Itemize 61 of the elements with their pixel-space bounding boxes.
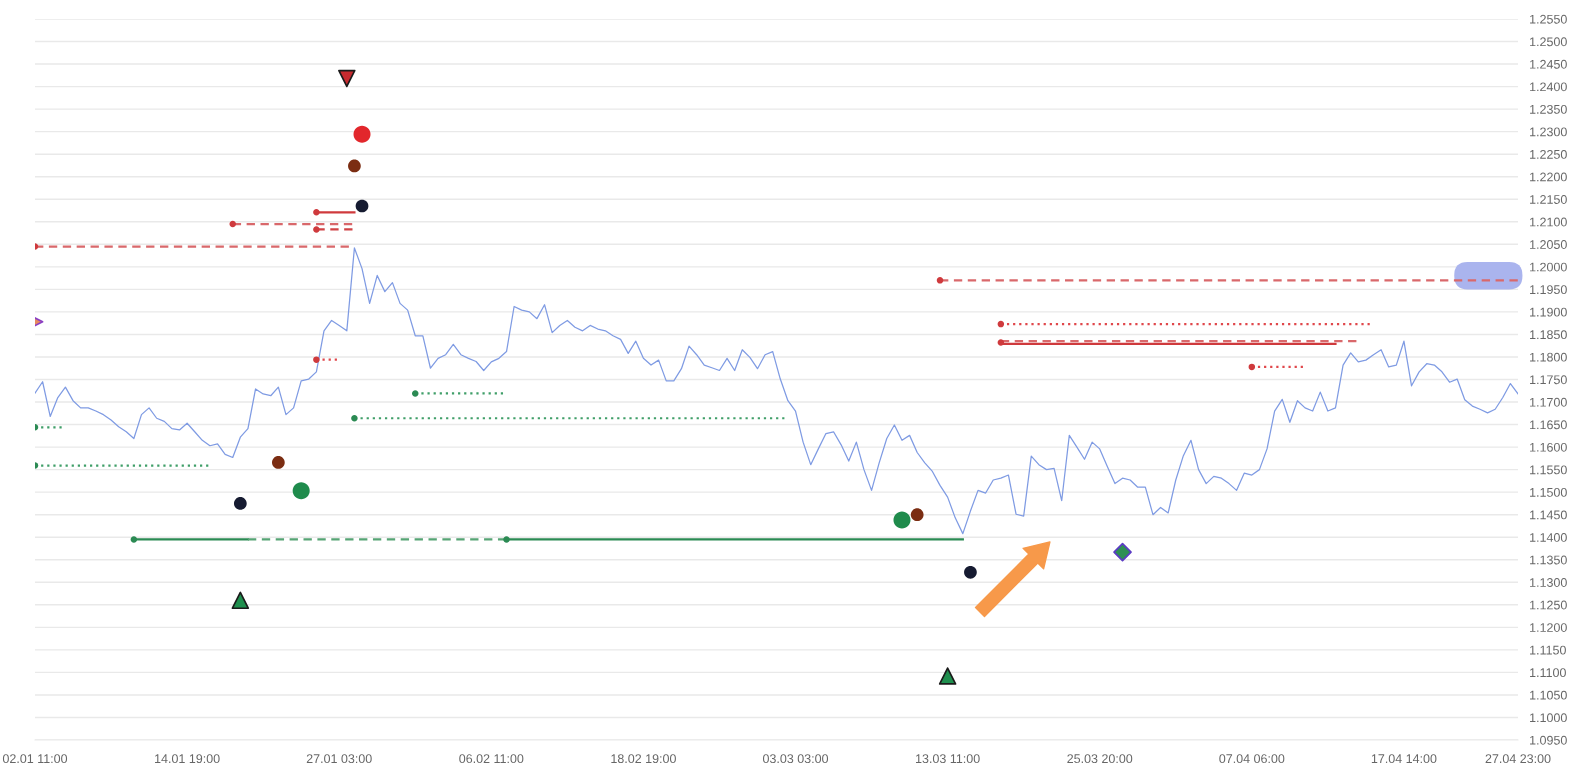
point — [231, 591, 250, 610]
y-tick-label: 1.1850 — [1530, 330, 1567, 340]
point — [313, 356, 320, 363]
point — [938, 667, 957, 685]
y-tick-label: 1.1200 — [1530, 623, 1567, 632]
y-tick-label: 1.1050 — [1530, 690, 1567, 700]
x-tick-label: 18.02 19:00 — [611, 754, 676, 764]
x-tick-label: 27.01 03:00 — [306, 754, 372, 764]
point — [412, 390, 419, 397]
y-tick-label: 1.2300 — [1530, 127, 1567, 137]
y-tick-label: 1.2200 — [1530, 172, 1567, 182]
y-tick-label: 1.1250 — [1530, 600, 1567, 610]
y-tick-label: 1.2100 — [1530, 217, 1567, 227]
y-tick-label: 1.1950 — [1530, 285, 1567, 295]
y-tick-label: 1.1650 — [1530, 420, 1567, 430]
y-tick-label: 1.1350 — [1530, 555, 1567, 565]
y-tick-label: 1.1800 — [1530, 352, 1567, 362]
x-tick-label: 07.04 06:00 — [1219, 754, 1285, 764]
y-tick-label: 1.2400 — [1530, 82, 1567, 92]
point — [936, 277, 944, 284]
point — [1248, 363, 1256, 371]
y-tick-label: 1.2350 — [1530, 104, 1567, 114]
y-tick-label: 1.1900 — [1530, 307, 1567, 317]
line-series — [35, 247, 1518, 535]
point — [997, 320, 1005, 328]
point — [1113, 542, 1132, 562]
y-tick-label: 1.1450 — [1530, 510, 1567, 520]
y-tick-label: 1.2150 — [1530, 195, 1567, 204]
point — [130, 536, 138, 543]
y-tick-label: 1.1600 — [1530, 442, 1567, 452]
x-tick-label: 27.04 23:00 — [1485, 754, 1551, 764]
y-tick-label: 1.1400 — [1530, 533, 1567, 542]
x-tick-label: 17.04 14:00 — [1371, 754, 1437, 764]
y-tick-label: 1.1700 — [1530, 397, 1567, 407]
y-tick-label: 1.2250 — [1530, 149, 1567, 159]
y-tick-label: 1.1000 — [1530, 713, 1567, 723]
y-tick-label: 1.0950 — [1530, 735, 1567, 745]
point — [997, 339, 1005, 346]
x-tick-label: 02.01 11:00 — [2, 754, 68, 764]
x-tick-label: 14.01 19:00 — [155, 754, 220, 764]
point — [313, 226, 320, 233]
point — [229, 220, 236, 228]
point — [351, 415, 358, 422]
y-tick-label: 1.2450 — [1530, 59, 1567, 69]
y-tick-label: 1.1750 — [1530, 375, 1567, 385]
y-tick-label: 1.1550 — [1530, 465, 1567, 475]
x-tick-label: 06.02 11:00 — [459, 754, 524, 764]
x-tick-label: 03.03 03:00 — [762, 754, 829, 764]
x-tick-label: 25.03 20:00 — [1067, 754, 1133, 764]
y-tick-label: 1.2050 — [1530, 240, 1567, 249]
y-tick-label: 1.1500 — [1530, 487, 1567, 497]
y-tick-label: 1.1300 — [1530, 578, 1567, 587]
y-tick-label: 1.1100 — [1530, 668, 1566, 678]
point — [503, 536, 510, 543]
y-tick-label: 1.2000 — [1530, 262, 1567, 272]
y-tick-label: 1.1150 — [1530, 645, 1566, 655]
x-tick-label: 13.03 11:00 — [916, 754, 980, 764]
point — [338, 69, 356, 88]
y-tick-label: 1.2550 — [1530, 14, 1567, 24]
point — [313, 209, 320, 216]
y-tick-label: 1.2500 — [1530, 37, 1567, 47]
